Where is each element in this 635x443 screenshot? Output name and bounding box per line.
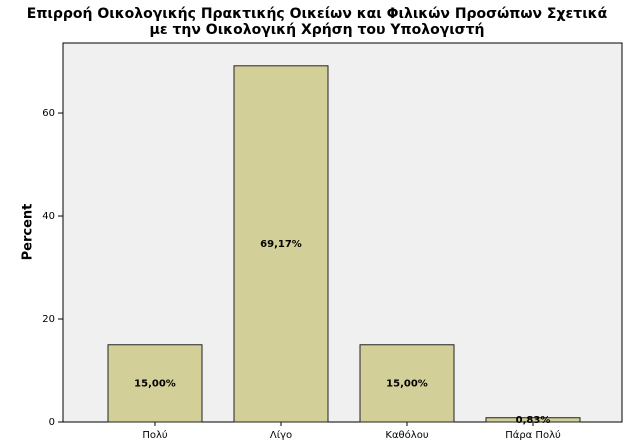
bar <box>107 344 203 423</box>
y-tick-label: 60 <box>42 108 55 119</box>
chart-title: Επιρροή Οικολογικής Πρακτικής Οικείων κα… <box>27 6 608 22</box>
chart-title: με την Οικολογική Χρήση του Υπολογιστή <box>150 22 485 38</box>
bar <box>485 417 581 423</box>
value-label: 0,83% <box>516 415 551 426</box>
x-tick-label: Καθόλου <box>385 429 428 441</box>
value-label: 15,00% <box>134 378 176 389</box>
value-label: 69,17% <box>260 239 302 250</box>
x-tick-label: Πάρα Πολύ <box>505 429 561 441</box>
y-tick-label: 0 <box>49 417 55 428</box>
y-axis-label: Percent <box>21 204 36 261</box>
y-tick-label: 40 <box>42 211 55 222</box>
value-label: 15,00% <box>386 378 428 389</box>
x-tick-label: Πολύ <box>142 429 168 441</box>
bar <box>359 344 455 423</box>
y-tick-label: 20 <box>42 314 55 325</box>
bar <box>233 65 329 423</box>
x-tick-label: Λίγο <box>270 429 292 441</box>
